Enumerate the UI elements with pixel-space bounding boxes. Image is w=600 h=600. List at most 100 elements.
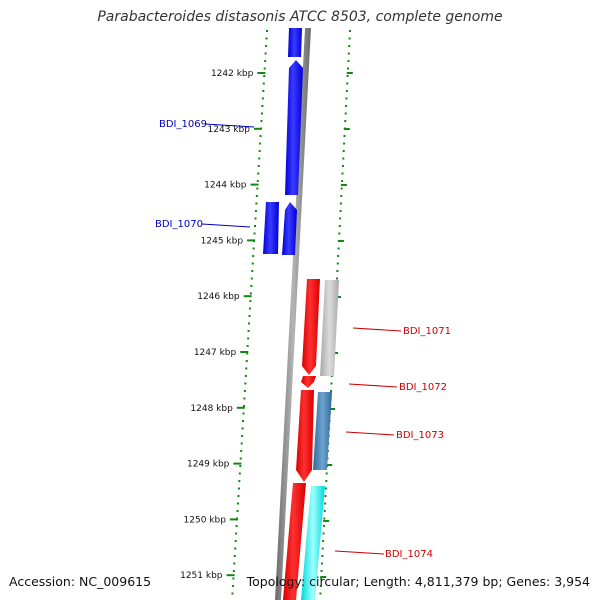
ring-dot	[260, 120, 263, 122]
backbone-track	[275, 28, 311, 600]
scale-tick-mark	[253, 127, 262, 130]
ring-dot	[330, 390, 333, 392]
ring-dot	[240, 442, 243, 445]
ring-major-tick	[323, 520, 330, 522]
ring-dot	[251, 270, 254, 272]
ring-dot	[340, 195, 343, 197]
leader-line	[345, 431, 395, 436]
ring-dot	[261, 105, 264, 107]
ring-dot	[243, 390, 246, 392]
ring-dot	[257, 172, 260, 175]
gene-feature-cyan[interactable]	[301, 486, 325, 600]
scale-tick-mark	[243, 295, 252, 298]
ring-dot	[265, 37, 268, 40]
gene-label-bdi-1069[interactable]: BDI_1069	[159, 119, 207, 130]
scale-tick-mark	[233, 462, 242, 465]
cds-arrow-forward[interactable]	[263, 202, 279, 254]
ring-dot	[262, 90, 265, 92]
ring-dot	[237, 487, 240, 490]
ring-dot	[322, 525, 325, 527]
cds-arrow-reverse[interactable]	[283, 483, 306, 600]
ring-dot	[323, 517, 326, 520]
ring-dot	[248, 315, 251, 317]
ring-dot	[231, 592, 234, 595]
ring-dot	[236, 502, 239, 505]
ring-dot	[339, 210, 342, 212]
ring-dot	[320, 570, 323, 572]
ring-dot	[247, 337, 250, 340]
ring-dot	[233, 562, 236, 565]
leader-line	[201, 223, 251, 228]
cds-arrow-reverse[interactable]	[301, 376, 316, 388]
ring-dot	[235, 532, 238, 535]
ring-dot	[246, 345, 249, 347]
gene-feature-steel[interactable]	[313, 392, 332, 470]
ring-dot	[244, 375, 247, 377]
ring-major-tick	[337, 240, 344, 242]
ring-dot	[248, 322, 251, 325]
scale-tick-mark	[226, 574, 235, 577]
gene-label-bdi-1070[interactable]: BDI_1070	[155, 219, 203, 230]
gene-label-bdi-1072[interactable]: BDI_1072	[399, 382, 447, 393]
ring-dot	[325, 480, 328, 482]
scale-tick-label: 1250 kbp	[184, 515, 227, 525]
ring-dot	[258, 150, 261, 152]
ring-dot	[349, 30, 351, 32]
ring-dot	[232, 570, 235, 572]
ring-dot	[247, 330, 250, 332]
ring-dot	[324, 502, 327, 505]
cds-arrow-reverse[interactable]	[296, 390, 314, 482]
gene-label-bdi-1073[interactable]: BDI_1073	[396, 430, 444, 441]
gene-feature-gray[interactable]	[320, 280, 339, 376]
ring-dot	[240, 450, 243, 452]
scale-tick-label: 1249 kbp	[187, 460, 230, 470]
ring-major-tick	[326, 464, 333, 466]
cds-arrow-forward[interactable]	[288, 28, 302, 57]
ring-dot	[343, 142, 346, 145]
leader-line	[348, 383, 398, 388]
cds-arrow-forward[interactable]	[282, 202, 297, 255]
ring-dot	[348, 37, 351, 40]
map-title: Parabacteroides distasonis ATCC 8503, co…	[97, 9, 503, 25]
ring-dot	[253, 232, 256, 235]
ring-dot	[252, 255, 255, 257]
ring-dot	[338, 225, 341, 227]
ring-dot	[234, 540, 237, 542]
ring-dot	[345, 97, 348, 100]
ring-dot	[259, 135, 262, 137]
ring-dot	[231, 585, 234, 587]
gene-label-bdi-1071[interactable]: BDI_1071	[403, 326, 451, 337]
ring-dot	[330, 382, 333, 385]
ring-dot	[341, 165, 344, 167]
ring-dot	[260, 112, 263, 115]
ring-dot	[340, 187, 343, 190]
ring-dot	[347, 60, 350, 62]
ring-dot	[255, 202, 258, 205]
ring-dot	[243, 397, 246, 400]
ring-dot	[242, 412, 245, 415]
ring-dot	[246, 352, 249, 355]
ring-dot	[238, 480, 241, 482]
ring-dot	[245, 360, 248, 362]
gene-label-bdi-1074[interactable]: BDI_1074	[385, 549, 433, 560]
ring-dot	[258, 157, 261, 160]
ring-dot	[336, 270, 339, 272]
scale-tick-label: 1245 kbp	[201, 236, 244, 246]
cds-arrow-forward[interactable]	[285, 60, 303, 195]
scale-tick-mark	[229, 518, 238, 521]
ring-dot	[324, 487, 327, 490]
cds-arrow-reverse[interactable]	[302, 279, 320, 375]
ring-major-tick	[340, 184, 347, 186]
ring-dot	[320, 562, 323, 565]
ring-major-tick	[343, 128, 350, 130]
ring-dot	[254, 210, 257, 212]
scale-tick-label: 1246 kbp	[197, 292, 240, 302]
ring-dot	[241, 427, 244, 430]
ring-dot	[262, 82, 265, 85]
ring-dot	[256, 187, 259, 190]
ring-dot	[261, 97, 264, 100]
ring-dot	[337, 247, 340, 250]
ring-dot	[335, 277, 338, 280]
ring-dot	[241, 435, 244, 437]
scale-tick-mark	[247, 239, 256, 242]
